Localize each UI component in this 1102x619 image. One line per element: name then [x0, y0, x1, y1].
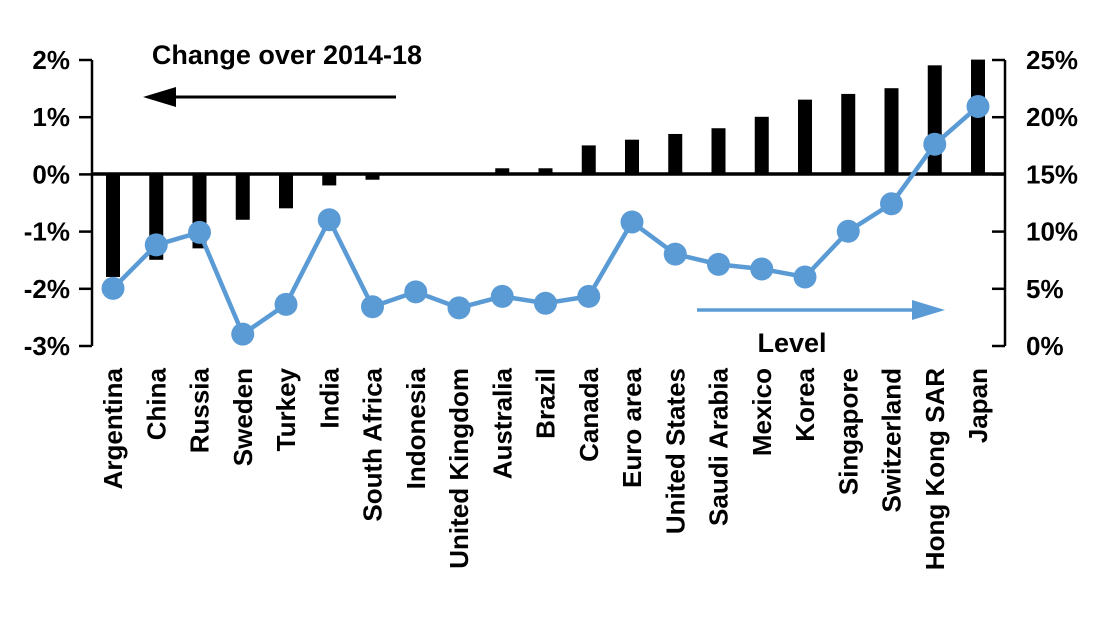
- bar-united-states: [668, 133, 683, 174]
- dot-australia: [490, 284, 514, 308]
- category-label-mexico: Mexico: [747, 368, 777, 456]
- category-label-china: China: [141, 367, 171, 440]
- right-axis-tick-label: 5%: [1026, 274, 1064, 304]
- line-series-annotation-label: Level: [757, 328, 826, 358]
- right-arrow-icon: [697, 300, 945, 320]
- bar-brazil: [538, 168, 553, 174]
- category-label-russia: Russia: [185, 367, 215, 453]
- category-label-euro-area: Euro area: [617, 367, 647, 487]
- category-label-indonesia: Indonesia: [401, 367, 431, 489]
- category-label-turkey: Turkey: [271, 367, 301, 451]
- bar-series-annotation-label: Change over 2014-18: [152, 40, 422, 70]
- dot-mexico: [750, 257, 774, 281]
- dot-hong-kong-sar: [923, 132, 947, 156]
- category-label-united-kingdom: United Kingdom: [444, 368, 474, 569]
- line-series-group: [101, 95, 990, 346]
- dot-china: [144, 233, 168, 257]
- category-label-argentina: Argentina: [98, 367, 128, 489]
- bar-korea: [798, 99, 812, 174]
- bar-turkey: [279, 174, 293, 209]
- category-label-sweden: Sweden: [228, 368, 258, 466]
- category-label-japan: Japan: [963, 368, 993, 443]
- bar-euro-area: [625, 139, 639, 174]
- dot-korea: [793, 265, 817, 289]
- dot-turkey: [274, 292, 298, 316]
- bar-sweden: [235, 174, 250, 220]
- dot-indonesia: [404, 280, 428, 304]
- category-label-brazil: Brazil: [531, 368, 561, 439]
- right-axis-tick-label: 15%: [1026, 159, 1078, 189]
- right-axis-tick-label: 10%: [1026, 217, 1078, 247]
- left-axis-tick-label: 0%: [32, 159, 70, 189]
- bar-series-group: [106, 59, 985, 277]
- right-axis-tick-label: 20%: [1026, 102, 1078, 132]
- dot-sweden: [231, 322, 255, 346]
- bar-canada: [581, 145, 596, 174]
- category-label-switzerland: Switzerland: [877, 368, 907, 512]
- dot-russia: [188, 220, 211, 244]
- bar-india: [322, 174, 337, 186]
- dot-canada: [577, 284, 601, 308]
- bar-australia: [495, 168, 510, 174]
- left-axis-tick-label: 2%: [32, 45, 70, 75]
- bar-hong-kong-sar: [927, 65, 942, 174]
- axes-group: [79, 58, 1007, 348]
- dot-argentina: [101, 276, 125, 300]
- bar-south-africa: [365, 174, 380, 180]
- left-axis-tick-label: -3%: [24, 331, 70, 361]
- bar-switzerland: [884, 88, 899, 174]
- category-label-india: India: [314, 367, 344, 428]
- dot-switzerland: [880, 192, 903, 216]
- right-axis-tick-label: 25%: [1026, 45, 1078, 75]
- dot-japan: [966, 95, 990, 119]
- dot-south-africa: [361, 295, 384, 319]
- category-label-hong-kong-sar: Hong Kong SAR: [920, 368, 950, 570]
- left-axis-tick-label: 1%: [32, 102, 70, 132]
- dot-singapore: [836, 219, 860, 243]
- category-label-australia: Australia: [487, 367, 517, 479]
- left-axis-tick-label: -2%: [24, 274, 70, 304]
- category-label-south-africa: South Africa: [358, 367, 388, 521]
- dot-saudi-arabia: [707, 252, 730, 276]
- dot-brazil: [534, 291, 557, 315]
- left-axis-tick-label: -1%: [24, 217, 70, 247]
- dot-united-states: [663, 242, 687, 266]
- dot-india: [317, 208, 341, 232]
- category-label-canada: Canada: [574, 367, 604, 461]
- category-label-korea: Korea: [790, 367, 820, 441]
- category-label-united-states: United States: [660, 368, 690, 534]
- dot-euro-area: [620, 210, 644, 234]
- left-arrow-icon: [143, 87, 396, 107]
- bar-argentina: [106, 174, 120, 277]
- right-axis-tick-label: 0%: [1026, 331, 1064, 361]
- category-label-singapore: Singapore: [833, 368, 863, 495]
- bar-singapore: [841, 93, 856, 174]
- bar-mexico: [754, 116, 769, 174]
- axis-labels-group: 2% 1% 0% -1% -2% -3% 25% 20% 15% 10% 5% 0% Argentina…: [24, 45, 1078, 570]
- dot-united-kingdom: [447, 296, 471, 320]
- bar-saudi-arabia: [711, 128, 726, 174]
- category-label-saudi-arabia: Saudi Arabia: [704, 367, 734, 526]
